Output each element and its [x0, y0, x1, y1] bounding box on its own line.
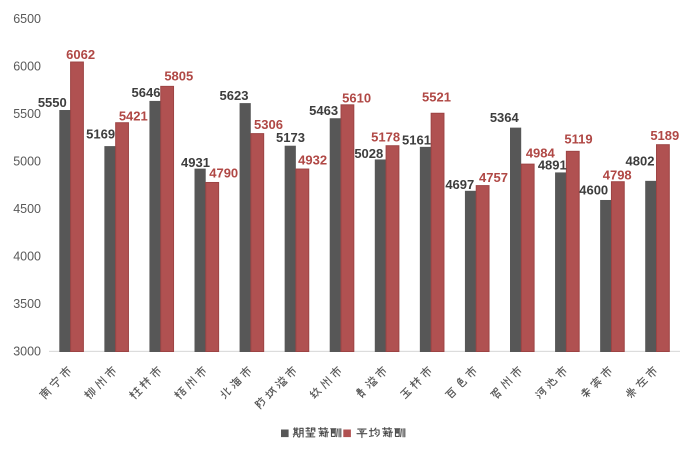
- svg-text:5610: 5610: [342, 91, 371, 106]
- svg-text:4790: 4790: [209, 165, 238, 180]
- svg-text:5521: 5521: [422, 89, 451, 104]
- svg-text:4932: 4932: [298, 153, 327, 168]
- svg-text:4600: 4600: [579, 182, 608, 197]
- svg-text:4984: 4984: [526, 145, 556, 160]
- svg-text:5161: 5161: [402, 133, 431, 148]
- svg-text:5421: 5421: [119, 108, 148, 123]
- svg-text:4000: 4000: [13, 250, 41, 264]
- svg-text:5178: 5178: [371, 130, 400, 145]
- svg-text:4697: 4697: [445, 177, 474, 192]
- svg-text:5646: 5646: [132, 85, 161, 100]
- svg-text:5550: 5550: [38, 95, 67, 110]
- svg-text:5623: 5623: [220, 88, 249, 103]
- svg-text:5173: 5173: [276, 130, 305, 145]
- svg-text:5028: 5028: [354, 146, 383, 161]
- svg-text:6062: 6062: [66, 47, 95, 62]
- svg-text:5364: 5364: [490, 110, 520, 125]
- svg-text:4891: 4891: [538, 158, 567, 173]
- svg-text:4931: 4931: [181, 155, 210, 170]
- svg-text:6000: 6000: [13, 60, 41, 74]
- svg-text:4802: 4802: [626, 154, 655, 169]
- svg-text:5169: 5169: [86, 126, 115, 141]
- svg-text:5805: 5805: [164, 68, 193, 83]
- svg-text:3000: 3000: [13, 345, 41, 359]
- svg-text:5500: 5500: [13, 107, 41, 121]
- svg-text:5189: 5189: [650, 128, 679, 143]
- svg-text:4500: 4500: [13, 202, 41, 216]
- svg-text:4798: 4798: [603, 168, 632, 183]
- svg-text:4757: 4757: [479, 170, 508, 185]
- svg-text:5000: 5000: [13, 155, 41, 169]
- svg-text:5306: 5306: [254, 117, 283, 132]
- svg-text:5463: 5463: [309, 103, 338, 118]
- svg-text:3500: 3500: [13, 297, 41, 311]
- svg-text:5119: 5119: [564, 132, 592, 147]
- svg-text:6500: 6500: [13, 12, 41, 26]
